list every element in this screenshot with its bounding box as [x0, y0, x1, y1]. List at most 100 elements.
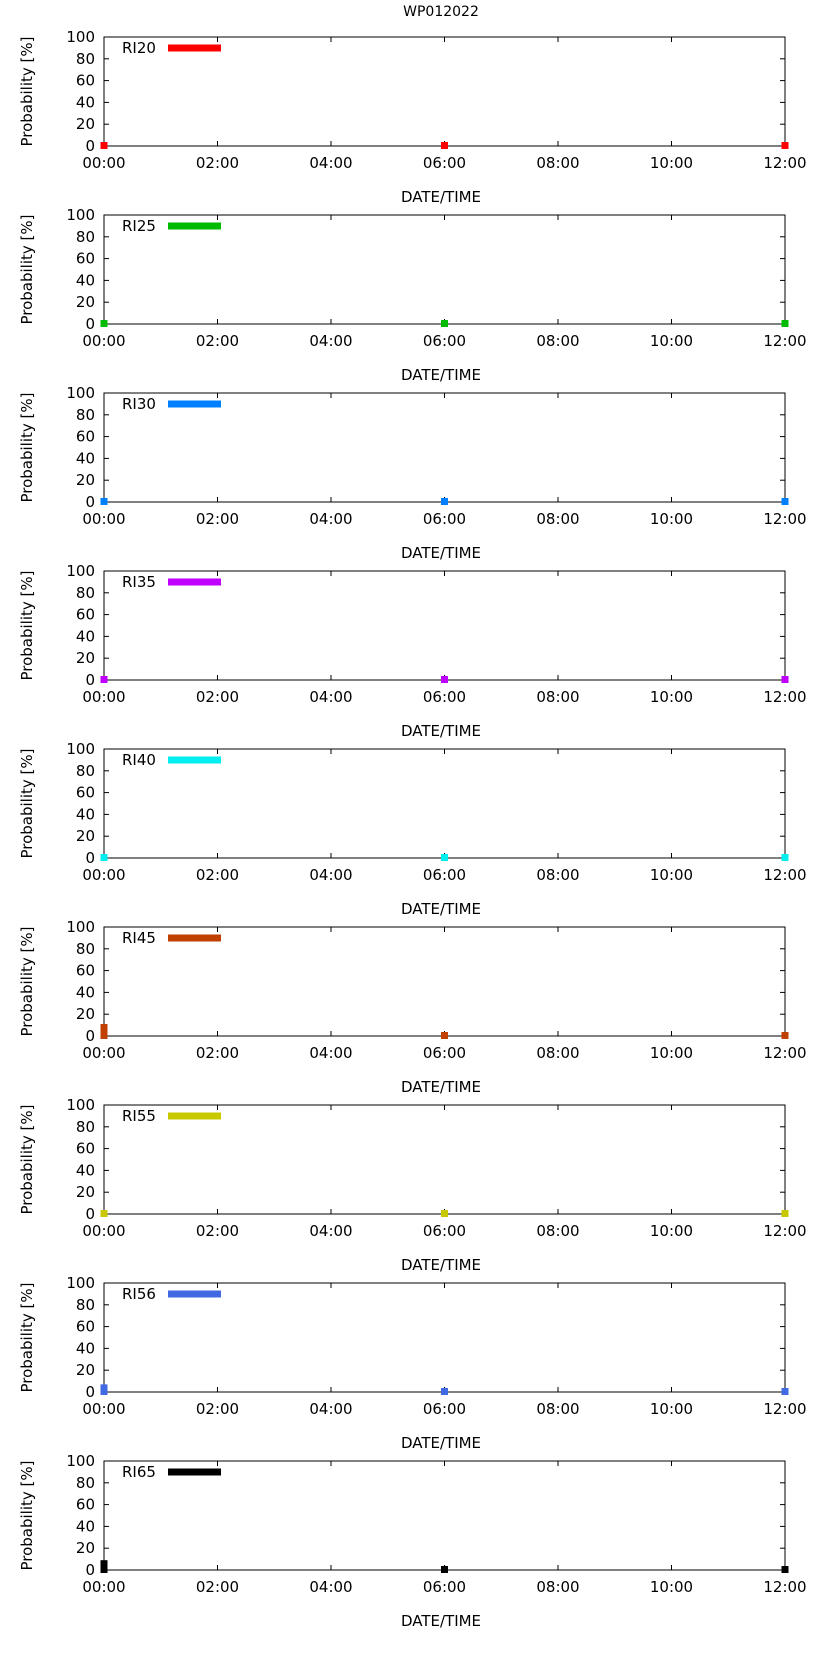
- y-tick-label: 80: [76, 50, 95, 68]
- x-tick-label: 06:00: [423, 154, 466, 172]
- x-tick-label: 12:00: [763, 1400, 806, 1418]
- y-tick-label: 100: [66, 206, 95, 224]
- x-tick-label: 10:00: [650, 1222, 693, 1240]
- x-tick-label: 08:00: [536, 866, 579, 884]
- x-tick-label: 00:00: [82, 1578, 125, 1596]
- x-tick-label: 00:00: [82, 1044, 125, 1062]
- x-axis-label: DATE/TIME: [401, 1256, 481, 1274]
- x-tick-label: 08:00: [536, 688, 579, 706]
- panels: 0 20 40 60 80 100 00:00 02:00 04:00 06:00 08:00 10:…: [18, 28, 807, 1630]
- legend-label: RI55: [122, 1107, 156, 1125]
- data-point: [781, 1566, 789, 1573]
- y-axis-label: Probability [%]: [18, 1282, 36, 1392]
- x-tick-label: 00:00: [82, 1400, 125, 1418]
- legend-label: RI65: [122, 1463, 156, 1481]
- x-tick-label: 00:00: [82, 688, 125, 706]
- legend-label: RI20: [122, 39, 156, 57]
- data-point: [781, 142, 789, 149]
- y-tick-label: 60: [76, 1318, 95, 1336]
- data-point: [441, 1566, 448, 1573]
- x-tick-label: 10:00: [650, 154, 693, 172]
- y-tick-label: 100: [66, 918, 95, 936]
- y-tick-label: 40: [76, 1161, 95, 1179]
- y-tick-label: 80: [76, 584, 95, 602]
- y-tick-label: 0: [85, 1027, 95, 1045]
- panel-ri25: 0 20 40 60 80 100 00:00 02:00 04:00 06:00 08:00 10:…: [18, 206, 807, 384]
- data-point: [781, 1210, 789, 1217]
- x-tick-label: 08:00: [536, 332, 579, 350]
- data-bar: [100, 1024, 108, 1036]
- x-tick-label: 04:00: [309, 1044, 352, 1062]
- x-tick-label: 12:00: [763, 1044, 806, 1062]
- y-tick-label: 60: [76, 250, 95, 268]
- y-tick-label: 20: [76, 1361, 95, 1379]
- x-tick-label: 04:00: [309, 866, 352, 884]
- x-tick-label: 12:00: [763, 332, 806, 350]
- y-tick-label: 20: [76, 827, 95, 845]
- y-tick-label: 20: [76, 1183, 95, 1201]
- x-tick-label: 02:00: [196, 154, 239, 172]
- x-tick-label: 06:00: [423, 510, 466, 528]
- y-axis-label: Probability [%]: [18, 392, 36, 502]
- y-tick-label: 80: [76, 1296, 95, 1314]
- panel-ri20: 0 20 40 60 80 100 00:00 02:00 04:00 06:00 08:00 10:…: [18, 28, 807, 206]
- y-tick-label: 40: [76, 449, 95, 467]
- x-tick-label: 00:00: [82, 332, 125, 350]
- data-point: [781, 676, 789, 683]
- panel-ri56: 0 20 40 60 80 100 00:00 02:00 04:00 06:00 08:00 10:…: [18, 1274, 807, 1452]
- legend-label: RI56: [122, 1285, 156, 1303]
- data-point: [441, 320, 448, 327]
- x-axis-label: DATE/TIME: [401, 366, 481, 384]
- y-tick-label: 40: [76, 93, 95, 111]
- x-tick-label: 08:00: [536, 1044, 579, 1062]
- y-tick-label: 40: [76, 983, 95, 1001]
- x-tick-label: 06:00: [423, 332, 466, 350]
- y-tick-label: 0: [85, 315, 95, 333]
- panel-ri35: 0 20 40 60 80 100 00:00 02:00 04:00 06:00 08:00 10:…: [18, 562, 807, 740]
- data-point: [100, 1210, 108, 1217]
- panel-ri30: 0 20 40 60 80 100 00:00 02:00 04:00 06:00 08:00 10:…: [18, 384, 807, 562]
- y-axis-label: Probability [%]: [18, 748, 36, 858]
- y-tick-label: 80: [76, 1474, 95, 1492]
- y-tick-label: 60: [76, 784, 95, 802]
- y-tick-label: 60: [76, 428, 95, 446]
- x-tick-label: 02:00: [196, 1400, 239, 1418]
- data-bar: [100, 1560, 108, 1570]
- x-tick-label: 04:00: [309, 1400, 352, 1418]
- data-point: [781, 854, 789, 861]
- legend-label: RI40: [122, 751, 156, 769]
- data-point: [441, 1032, 448, 1039]
- y-tick-label: 40: [76, 1517, 95, 1535]
- y-tick-label: 100: [66, 740, 95, 758]
- x-tick-label: 02:00: [196, 688, 239, 706]
- y-tick-label: 0: [85, 137, 95, 155]
- x-tick-label: 12:00: [763, 154, 806, 172]
- data-point: [100, 1032, 108, 1039]
- y-axis-label: Probability [%]: [18, 926, 36, 1036]
- y-tick-label: 60: [76, 72, 95, 90]
- data-point: [100, 1388, 108, 1395]
- y-tick-label: 80: [76, 762, 95, 780]
- x-tick-label: 02:00: [196, 1222, 239, 1240]
- x-tick-label: 06:00: [423, 1222, 466, 1240]
- x-axis-label: DATE/TIME: [401, 722, 481, 740]
- y-tick-label: 0: [85, 1205, 95, 1223]
- x-tick-label: 12:00: [763, 1222, 806, 1240]
- x-tick-label: 06:00: [423, 866, 466, 884]
- x-tick-label: 08:00: [536, 1400, 579, 1418]
- y-tick-label: 20: [76, 471, 95, 489]
- x-axis-label: DATE/TIME: [401, 544, 481, 562]
- y-tick-label: 20: [76, 1005, 95, 1023]
- y-axis-label: Probability [%]: [18, 570, 36, 680]
- x-tick-label: 10:00: [650, 866, 693, 884]
- data-point: [100, 142, 108, 149]
- data-point: [781, 1032, 789, 1039]
- data-point: [441, 498, 448, 505]
- x-tick-label: 04:00: [309, 510, 352, 528]
- data-point: [100, 1566, 108, 1573]
- x-tick-label: 10:00: [650, 1400, 693, 1418]
- x-axis-label: DATE/TIME: [401, 900, 481, 918]
- x-axis-label: DATE/TIME: [401, 188, 481, 206]
- x-tick-label: 12:00: [763, 1578, 806, 1596]
